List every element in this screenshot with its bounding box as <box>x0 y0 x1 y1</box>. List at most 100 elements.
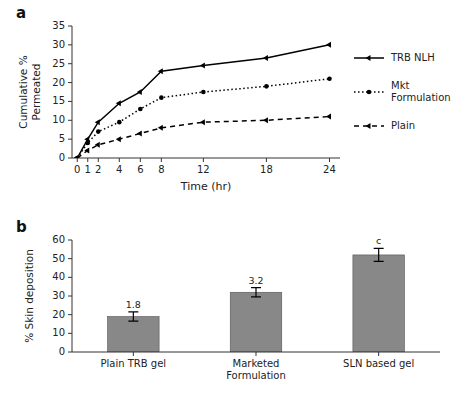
y-tick-label: 10 <box>52 114 65 125</box>
text-line: Mkt <box>391 80 409 91</box>
point-marker <box>138 107 143 112</box>
panel-title: a <box>16 4 26 22</box>
text-line: Cumulative % <box>17 55 29 128</box>
caret-marker <box>366 55 371 61</box>
y-tick <box>68 158 72 159</box>
x-tick-label: MarketedFormulation <box>226 358 286 381</box>
y-tick-label: 35 <box>52 20 65 31</box>
x-tick-label: 6 <box>137 164 143 175</box>
caret-marker <box>84 147 89 153</box>
y-tick-label: 20 <box>52 309 65 320</box>
error-bar <box>251 288 261 297</box>
x-tick <box>140 158 141 162</box>
plot-area <box>74 42 332 158</box>
y-tick-label: 10 <box>52 327 65 338</box>
x-tick <box>266 158 267 162</box>
y-tick <box>68 82 72 83</box>
y-axis-line <box>72 26 73 158</box>
x-tick <box>119 158 120 162</box>
series-line <box>77 79 329 158</box>
y-tick-label: 30 <box>52 39 65 50</box>
point-marker <box>117 120 122 125</box>
error-bar <box>374 248 384 261</box>
annotation: 1.8 <box>126 299 141 310</box>
legend: TRB NLH MktFormulation Plain <box>354 52 451 131</box>
annotation: 3.2 <box>248 275 263 286</box>
x-tick-label: 2 <box>95 164 101 175</box>
x-tick <box>161 158 162 162</box>
bar <box>230 292 282 352</box>
point-marker <box>327 77 332 82</box>
x-tick-label: 1 <box>85 164 91 175</box>
x-tick <box>378 352 379 356</box>
point-marker <box>367 90 372 95</box>
caret-marker <box>200 119 205 125</box>
caret-marker <box>200 63 205 69</box>
y-label-group: % Skin deposition <box>23 249 35 343</box>
y-tick-label: 50 <box>52 253 65 264</box>
text-line: SLN based gel <box>343 358 414 369</box>
x-tick <box>98 158 99 162</box>
bar <box>353 255 405 352</box>
text-line: Plain TRB gel <box>101 358 167 369</box>
text-line: Marketed <box>233 358 280 369</box>
y-tick-label: 0 <box>59 152 65 163</box>
x-tick <box>256 352 257 356</box>
x-tick-label: 12 <box>197 164 210 175</box>
x-tick <box>77 158 78 162</box>
x-tick <box>329 158 330 162</box>
x-tick-label: 4 <box>116 164 122 175</box>
caret-marker <box>366 123 371 129</box>
y-tick-label: 5 <box>59 133 65 144</box>
y-tick <box>68 352 72 353</box>
caret-marker <box>116 136 121 142</box>
caret-marker <box>137 89 142 95</box>
text-line: TRB NLH <box>390 52 435 63</box>
caret-marker <box>326 42 331 48</box>
y-tick <box>68 240 72 241</box>
caret-marker <box>95 142 100 148</box>
point-marker <box>264 84 269 89</box>
text-line: % Skin deposition <box>23 249 35 343</box>
error-bar <box>128 312 138 321</box>
y-tick <box>68 333 72 334</box>
y-tick <box>68 139 72 140</box>
caret-marker <box>158 68 163 74</box>
caret-marker <box>116 100 121 106</box>
y-tick <box>68 44 72 45</box>
text-line: Plain <box>391 120 415 131</box>
x-axis-label: Time (hr) <box>180 180 232 193</box>
y-tick <box>68 258 72 259</box>
point-marker <box>201 90 206 95</box>
x-tick <box>203 158 204 162</box>
y-tick-label: 40 <box>52 271 65 282</box>
x-tick-label: 18 <box>260 164 273 175</box>
bar <box>108 317 160 352</box>
x-tick <box>133 352 134 356</box>
line-chart: a012468121824Time (hr)05101520253035Cumu… <box>16 4 451 193</box>
series-line <box>77 117 329 158</box>
panel-title: b <box>16 218 27 236</box>
point-marker <box>96 129 101 134</box>
series-line <box>77 45 329 158</box>
legend-label: Plain <box>391 120 415 131</box>
caret-marker <box>74 155 79 158</box>
x-tick-label: SLN based gel <box>343 358 414 369</box>
y-tick-label: 20 <box>52 77 65 88</box>
y-tick <box>68 120 72 121</box>
point-marker <box>85 141 90 146</box>
x-tick <box>87 158 88 162</box>
y-tick <box>68 277 72 278</box>
y-tick <box>68 296 72 297</box>
caret-marker <box>263 55 268 61</box>
legend-label: MktFormulation <box>391 80 451 103</box>
caret-marker <box>74 155 79 158</box>
point-marker <box>159 95 164 100</box>
y-tick-label: 60 <box>52 234 65 245</box>
y-axis-label: Cumulative %Permeated <box>17 55 42 128</box>
x-axis-line <box>72 158 340 159</box>
y-tick <box>68 63 72 64</box>
text-line: Formulation <box>226 370 286 381</box>
caret-marker <box>95 119 100 125</box>
chart-root: a012468121824Time (hr)05101520253035Cumu… <box>0 0 474 417</box>
